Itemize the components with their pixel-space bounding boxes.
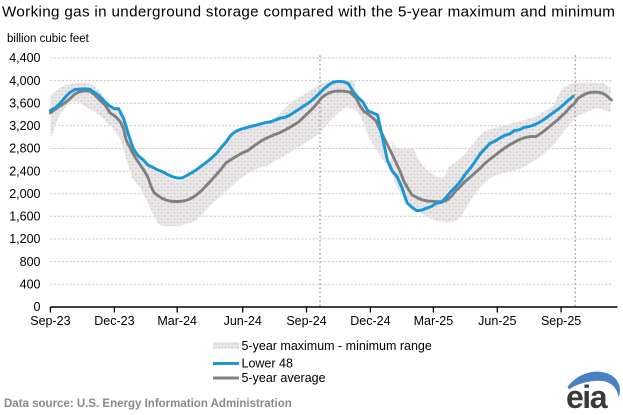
svg-text:1,600: 1,600: [9, 210, 40, 224]
svg-text:Sep-24: Sep-24: [286, 314, 326, 328]
svg-text:4,000: 4,000: [9, 74, 40, 88]
svg-text:Lower 48: Lower 48: [242, 357, 293, 371]
svg-text:2,800: 2,800: [9, 142, 40, 156]
svg-text:5-year maximum - minimum range: 5-year maximum - minimum range: [242, 339, 432, 353]
svg-text:Dec-23: Dec-23: [94, 314, 134, 328]
svg-text:2,000: 2,000: [9, 187, 40, 201]
svg-text:400: 400: [20, 277, 41, 291]
svg-text:800: 800: [20, 255, 41, 269]
svg-text:billion cubic feet: billion cubic feet: [7, 33, 90, 45]
svg-text:Jun-24: Jun-24: [224, 314, 262, 328]
svg-text:Mar-25: Mar-25: [414, 314, 454, 328]
svg-text:eia: eia: [566, 379, 608, 415]
svg-text:Sep-25: Sep-25: [541, 314, 581, 328]
svg-text:4,400: 4,400: [9, 51, 40, 65]
svg-text:Jun-25: Jun-25: [478, 314, 516, 328]
svg-text:Sep-23: Sep-23: [30, 314, 70, 328]
svg-text:Dec-24: Dec-24: [350, 314, 390, 328]
svg-text:2,400: 2,400: [9, 164, 40, 178]
svg-text:5-year average: 5-year average: [242, 371, 326, 385]
svg-text:Mar-24: Mar-24: [157, 314, 197, 328]
svg-text:3,200: 3,200: [9, 119, 40, 133]
svg-text:0: 0: [34, 300, 41, 314]
svg-text:Working gas in underground st: Working gas in underground storage compa…: [2, 3, 615, 20]
svg-text:Data source: U.S. Energy Info: Data source: U.S. Energy Information Adm…: [4, 398, 292, 410]
svg-text:3,600: 3,600: [9, 96, 40, 110]
svg-text:1,200: 1,200: [9, 232, 40, 246]
